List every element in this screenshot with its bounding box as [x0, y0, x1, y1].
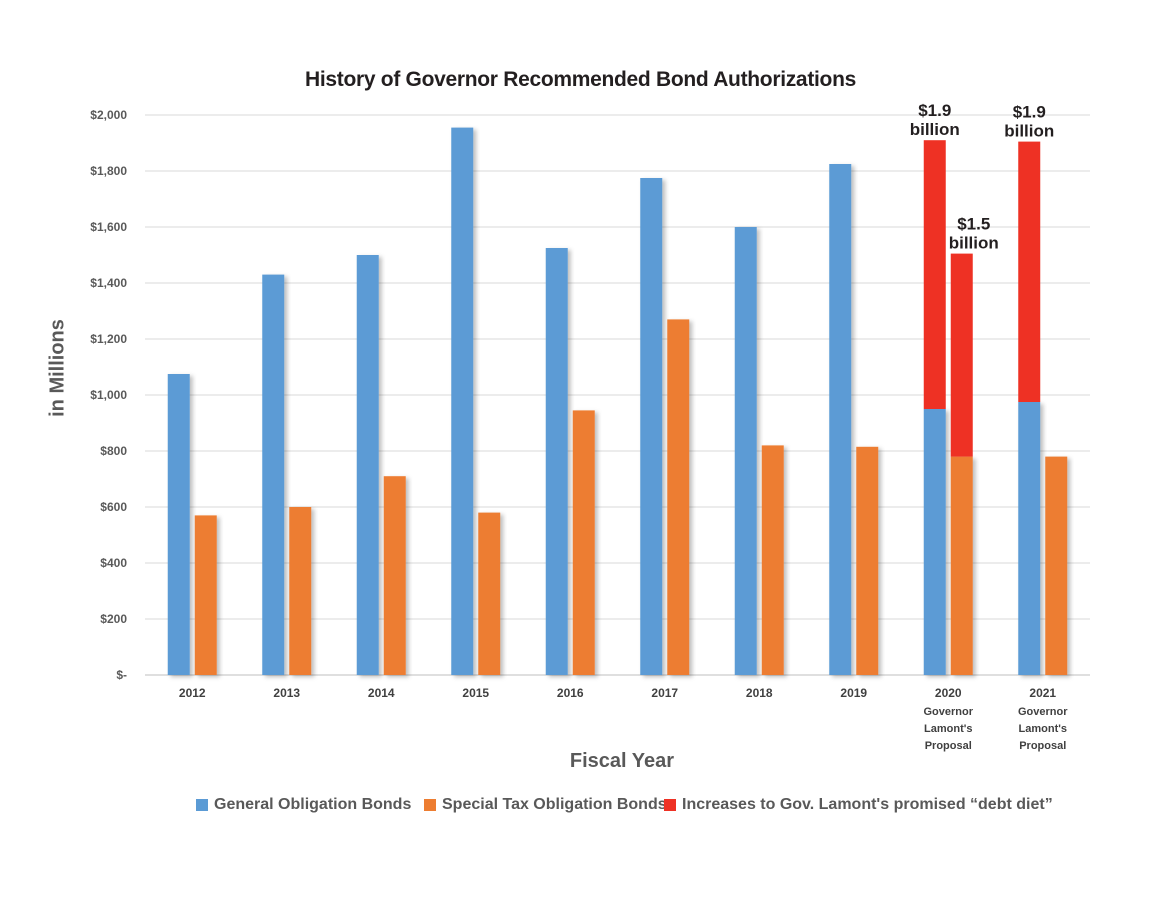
y-tick-label: $400: [100, 556, 127, 570]
bar-general-obligation: [734, 227, 757, 675]
y-tick-label: $200: [100, 612, 127, 626]
bar-general-obligation: [356, 255, 379, 675]
legend-item-general-obligation: General Obligation Bonds: [196, 796, 411, 814]
x-tick-label: 2021: [1029, 686, 1056, 700]
bar-general-obligation: [262, 274, 285, 675]
bar-special-tax: [667, 319, 690, 675]
x-tick-label: 2015: [462, 686, 489, 700]
y-tick-label: $1,800: [90, 164, 127, 178]
y-tick-label: $-: [116, 668, 127, 682]
chart-title: History of Governor Recommended Bond Aut…: [305, 68, 856, 91]
legend-swatch-red: [664, 799, 676, 811]
y-tick-label: $1,400: [90, 276, 127, 290]
bar-special-tax: [856, 446, 879, 675]
y-tick-label: $2,000: [90, 108, 127, 122]
legend-label: Special Tax Obligation Bonds: [442, 796, 667, 813]
bar-debt-diet-increase: [923, 140, 946, 409]
bar-general-obligation: [545, 248, 568, 675]
bar-annotation: billion: [1004, 122, 1054, 141]
y-tick-label: $1,600: [90, 220, 127, 234]
x-axis-title: Fiscal Year: [569, 750, 675, 772]
legend-item-special-tax: Special Tax Obligation Bonds: [424, 796, 667, 814]
legend-label: General Obligation Bonds: [214, 796, 412, 813]
bar-annotation: $1.5: [957, 215, 990, 234]
bar-annotation: billion: [949, 234, 999, 253]
bar-debt-diet-increase: [950, 253, 973, 457]
x-tick-label: 2012: [179, 686, 206, 700]
bar-special-tax: [383, 476, 406, 675]
bar-annotation: billion: [910, 120, 960, 139]
x-tick-sublabel: Proposal: [925, 740, 972, 752]
x-tick-label: 2017: [651, 686, 678, 700]
legend-swatch-blue: [196, 799, 208, 811]
x-tick-sublabel: Lamont's: [1019, 723, 1067, 735]
bar-annotation: $1.9: [1013, 103, 1046, 122]
bar-special-tax: [572, 410, 595, 675]
y-tick-label: $1,200: [90, 332, 127, 346]
bar-general-obligation: [1018, 402, 1041, 675]
legend: General Obligation Bonds Special Tax Obl…: [0, 796, 1161, 822]
bar-special-tax: [1045, 456, 1068, 675]
bar-debt-diet-increase: [1018, 141, 1041, 402]
y-tick-label: $600: [100, 500, 127, 514]
bar-general-obligation: [640, 178, 663, 675]
x-tick-label: 2019: [840, 686, 867, 700]
bar-general-obligation: [829, 164, 852, 675]
x-tick-sublabel: Governor: [923, 706, 973, 718]
legend-swatch-orange: [424, 799, 436, 811]
x-tick-label: 2020: [935, 686, 962, 700]
y-tick-label: $800: [100, 444, 127, 458]
bar-special-tax: [761, 445, 784, 675]
bar-special-tax: [478, 512, 501, 675]
x-tick-sublabel: Lamont's: [924, 723, 972, 735]
bar-general-obligation: [451, 127, 474, 676]
x-tick-label: 2018: [746, 686, 773, 700]
legend-item-debt-diet-increase: Increases to Gov. Lamont's promised “deb…: [664, 796, 1053, 814]
bar-general-obligation: [923, 409, 946, 675]
bar-special-tax: [194, 515, 217, 675]
x-tick-label: 2013: [273, 686, 300, 700]
y-axis-title: in Millions: [46, 319, 69, 417]
bar-special-tax: [289, 507, 312, 675]
x-tick-sublabel: Proposal: [1019, 740, 1066, 752]
y-tick-label: $1,000: [90, 388, 127, 402]
x-tick-sublabel: Governor: [1018, 706, 1068, 718]
x-tick-label: 2014: [368, 686, 395, 700]
bar-annotation: $1.9: [918, 101, 951, 120]
legend-label: Increases to Gov. Lamont's promised “deb…: [682, 796, 1053, 813]
bar-special-tax: [950, 456, 973, 675]
bar-general-obligation: [167, 374, 190, 675]
x-tick-label: 2016: [557, 686, 584, 700]
